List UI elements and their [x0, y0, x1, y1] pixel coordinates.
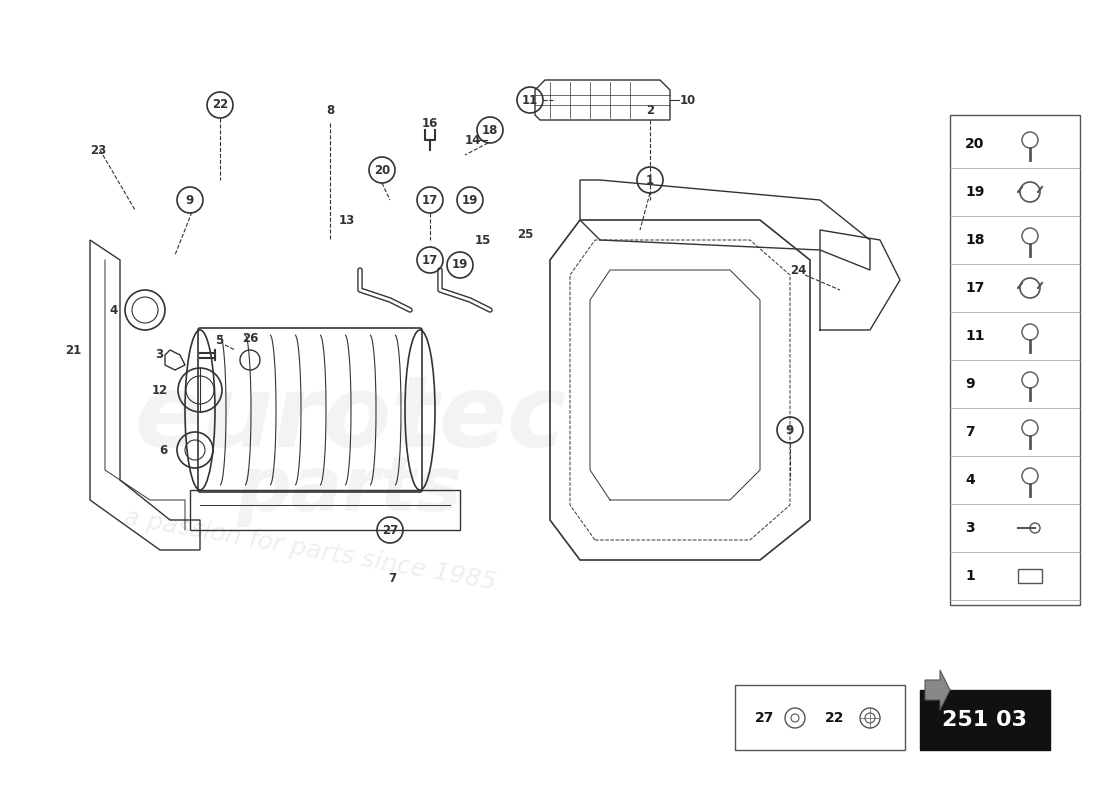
Text: 3: 3: [965, 521, 975, 535]
Text: 7: 7: [388, 571, 396, 585]
Text: 5: 5: [214, 334, 223, 346]
Text: 18: 18: [482, 123, 498, 137]
Text: 22: 22: [825, 711, 845, 725]
Text: 3: 3: [155, 349, 163, 362]
Text: 16: 16: [421, 117, 438, 130]
Text: 4: 4: [110, 303, 118, 317]
Text: 19: 19: [965, 185, 985, 199]
Text: 8: 8: [326, 103, 334, 117]
Text: 23: 23: [90, 143, 107, 157]
Text: 25: 25: [517, 229, 534, 242]
Text: parts: parts: [238, 453, 463, 527]
Text: 17: 17: [422, 254, 438, 266]
Text: 7: 7: [965, 425, 975, 439]
Text: 17: 17: [965, 281, 985, 295]
Text: 21: 21: [65, 343, 81, 357]
Text: 12: 12: [152, 383, 168, 397]
Text: 19: 19: [452, 258, 469, 271]
Text: eurotec: eurotec: [134, 371, 566, 469]
Text: 17: 17: [422, 194, 438, 206]
Text: 4: 4: [965, 473, 975, 487]
Text: 22: 22: [212, 98, 228, 111]
Text: 11: 11: [521, 94, 538, 106]
Text: 1: 1: [965, 569, 975, 583]
Text: 9: 9: [785, 423, 794, 437]
Text: 20: 20: [374, 163, 390, 177]
Text: 20: 20: [965, 137, 985, 151]
Text: 24: 24: [790, 263, 806, 277]
Text: 15: 15: [475, 234, 492, 246]
Text: 13: 13: [339, 214, 355, 226]
Polygon shape: [925, 670, 950, 710]
Text: 6: 6: [160, 443, 168, 457]
Text: a passion for parts since 1985: a passion for parts since 1985: [122, 506, 498, 594]
Text: 9: 9: [965, 377, 975, 391]
Text: 10: 10: [680, 94, 696, 106]
Text: 9: 9: [186, 194, 194, 206]
Text: 18: 18: [965, 233, 985, 247]
Text: 1: 1: [646, 174, 654, 186]
Text: 27: 27: [382, 523, 398, 537]
Text: 11: 11: [965, 329, 985, 343]
Text: 26: 26: [242, 332, 258, 345]
FancyBboxPatch shape: [920, 690, 1050, 750]
Text: 14: 14: [465, 134, 482, 146]
Text: 2: 2: [646, 103, 654, 117]
Text: 19: 19: [462, 194, 478, 206]
Text: 27: 27: [755, 711, 774, 725]
Text: 251 03: 251 03: [943, 710, 1027, 730]
